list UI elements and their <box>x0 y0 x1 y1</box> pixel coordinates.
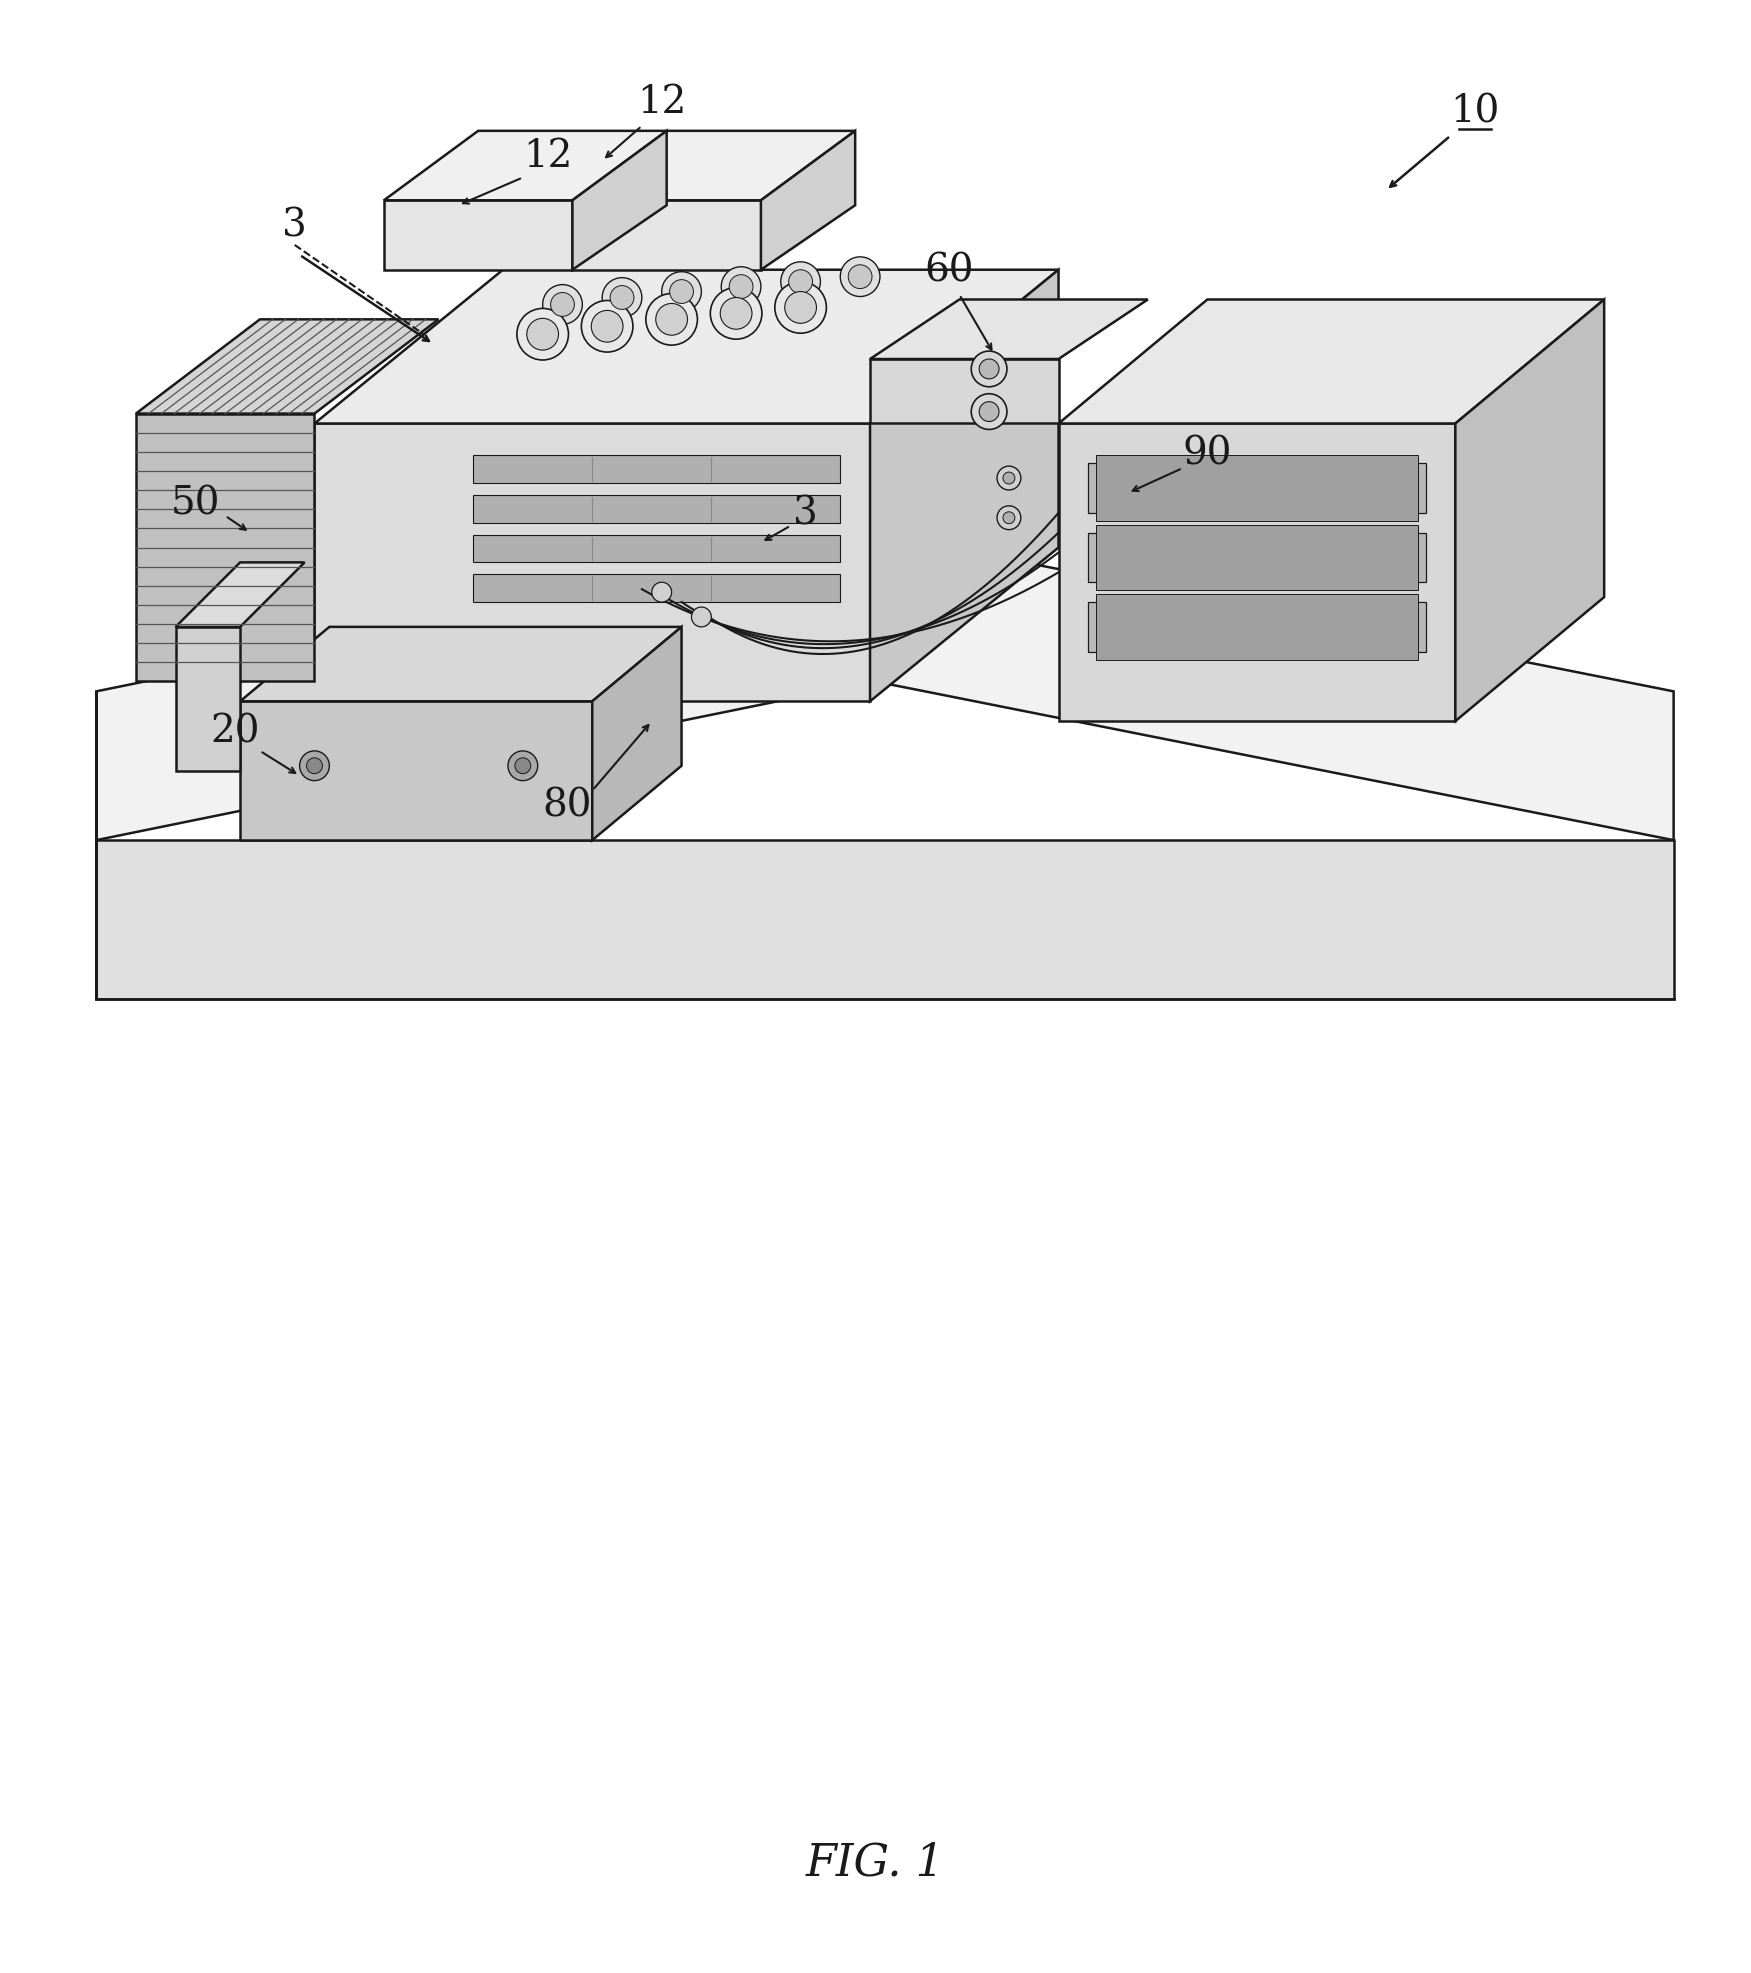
Circle shape <box>847 266 872 290</box>
Text: 20: 20 <box>210 712 259 750</box>
Circle shape <box>784 292 816 324</box>
Circle shape <box>774 282 826 333</box>
Circle shape <box>972 395 1007 430</box>
Polygon shape <box>96 840 1674 1000</box>
Polygon shape <box>175 562 305 627</box>
Circle shape <box>728 276 753 300</box>
Polygon shape <box>96 533 1674 840</box>
Circle shape <box>972 351 1007 387</box>
Circle shape <box>1003 474 1016 485</box>
Circle shape <box>550 294 574 318</box>
Polygon shape <box>762 132 854 270</box>
Circle shape <box>299 752 329 781</box>
Polygon shape <box>383 132 667 201</box>
Polygon shape <box>137 414 315 683</box>
Polygon shape <box>1059 424 1455 722</box>
Circle shape <box>646 294 697 345</box>
Polygon shape <box>573 132 854 201</box>
Circle shape <box>979 402 1000 422</box>
Circle shape <box>602 278 643 318</box>
Circle shape <box>996 468 1021 491</box>
Circle shape <box>692 608 711 627</box>
Circle shape <box>517 310 569 361</box>
Polygon shape <box>473 495 840 523</box>
Circle shape <box>515 758 531 773</box>
Polygon shape <box>573 201 762 270</box>
Circle shape <box>721 268 762 308</box>
Circle shape <box>508 752 538 781</box>
Circle shape <box>527 320 559 351</box>
Circle shape <box>1003 513 1016 525</box>
Circle shape <box>788 270 812 294</box>
Text: 12: 12 <box>637 83 686 120</box>
Polygon shape <box>315 424 870 702</box>
Circle shape <box>996 507 1021 531</box>
Polygon shape <box>473 574 840 604</box>
Polygon shape <box>473 456 840 483</box>
Polygon shape <box>870 359 1059 424</box>
Text: 90: 90 <box>1182 436 1233 472</box>
Circle shape <box>662 272 702 312</box>
Polygon shape <box>1059 300 1604 424</box>
Polygon shape <box>175 627 240 771</box>
Text: FIG. 1: FIG. 1 <box>805 1841 944 1884</box>
Text: 10: 10 <box>1450 93 1501 130</box>
Polygon shape <box>573 132 667 270</box>
Circle shape <box>657 304 688 335</box>
Polygon shape <box>870 300 1149 359</box>
Polygon shape <box>473 535 840 562</box>
Circle shape <box>720 298 751 329</box>
Polygon shape <box>1089 604 1425 653</box>
Text: 3: 3 <box>793 495 818 533</box>
Polygon shape <box>1096 456 1418 521</box>
Text: 3: 3 <box>282 207 306 245</box>
Polygon shape <box>137 320 438 414</box>
Polygon shape <box>383 201 573 270</box>
Polygon shape <box>315 270 1059 424</box>
Polygon shape <box>1089 464 1425 513</box>
Circle shape <box>711 288 762 339</box>
Text: 80: 80 <box>543 787 592 825</box>
Polygon shape <box>240 702 592 840</box>
Polygon shape <box>1455 300 1604 722</box>
Circle shape <box>543 286 583 326</box>
Circle shape <box>781 262 821 302</box>
Polygon shape <box>592 627 681 840</box>
Circle shape <box>651 582 672 604</box>
Circle shape <box>840 258 881 298</box>
Polygon shape <box>1096 525 1418 590</box>
Polygon shape <box>240 627 681 702</box>
Polygon shape <box>870 270 1059 702</box>
Circle shape <box>609 286 634 310</box>
Circle shape <box>669 280 693 304</box>
Text: 50: 50 <box>170 485 221 523</box>
Circle shape <box>306 758 322 773</box>
Text: 12: 12 <box>524 138 573 176</box>
Circle shape <box>979 359 1000 379</box>
Text: 60: 60 <box>925 253 974 290</box>
Circle shape <box>592 312 623 343</box>
Circle shape <box>581 302 632 353</box>
Polygon shape <box>1089 533 1425 582</box>
Polygon shape <box>1096 594 1418 661</box>
